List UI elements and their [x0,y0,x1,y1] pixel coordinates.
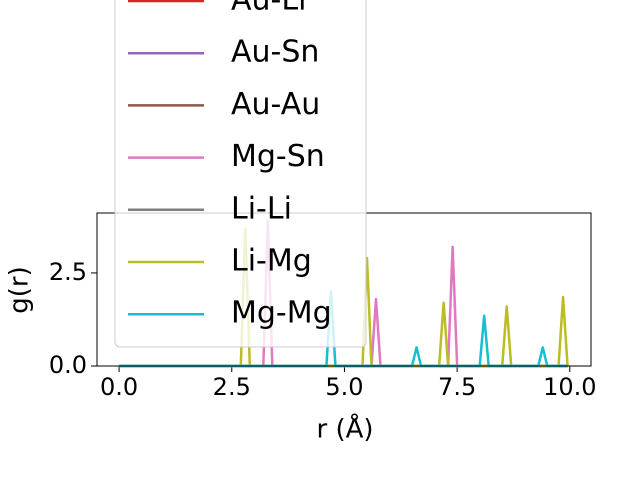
legend-label: Li-Mg [231,244,312,279]
x-tick-label: 7.5 [438,373,476,401]
legend: Au-Li Au-Sn Au-Au Mg-Sn Li-Li Li-Mg Mg-Mg [114,0,367,348]
x-tick-label: 10.0 [543,373,596,401]
x-tick-label: 2.5 [213,373,251,401]
x-axis-label: r (Å) [316,413,373,445]
y-tick-label: 0.0 [49,351,87,379]
legend-label: Mg-Sn [231,139,325,174]
legend-box [114,0,367,348]
legend-label: Au-Sn [231,35,319,70]
y-tick-label: 2.5 [49,258,87,286]
y-axis-label: g(r) [5,266,35,313]
x-tick-label: 5.0 [325,373,363,401]
legend-label: Li-Li [231,191,292,226]
legend-label: Au-Li [231,0,306,18]
legend-label: Mg-Mg [231,296,332,331]
legend-label: Au-Au [231,87,320,122]
x-tick-label: 0.0 [100,373,138,401]
